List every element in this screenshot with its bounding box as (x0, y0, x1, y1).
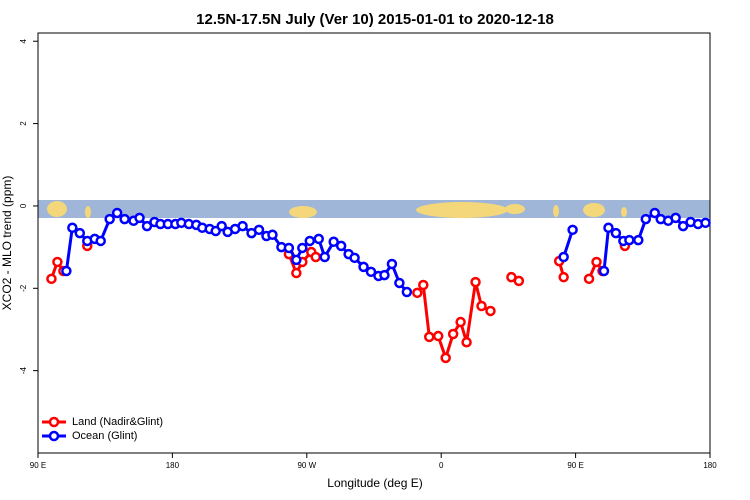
data-point (603, 222, 614, 234)
data-point (624, 234, 635, 246)
data-point (432, 330, 444, 342)
data-point (358, 261, 369, 273)
data-point (67, 222, 78, 234)
data-point (134, 212, 145, 224)
data-point (267, 229, 278, 241)
data-point (567, 224, 578, 236)
data-point (440, 352, 451, 364)
data-point (700, 217, 711, 229)
data-point (610, 227, 622, 239)
data-point (412, 287, 423, 299)
legend-marker (48, 430, 60, 442)
data-point (119, 213, 130, 225)
data-point (513, 275, 525, 287)
y-tick-label: -2 (19, 284, 28, 292)
legend-marker (48, 416, 60, 428)
data-point (304, 235, 316, 247)
data-point (677, 220, 689, 232)
data-point (349, 252, 360, 264)
data-point (253, 224, 265, 236)
data-point (598, 265, 610, 277)
data-point (328, 236, 339, 248)
data-point (237, 220, 248, 232)
x-tick-label: 180 (703, 461, 717, 470)
y-axis-label: XCO2 - MLO trend (ppm) (0, 176, 14, 311)
x-axis-label: Longitude (deg E) (327, 476, 422, 490)
data-point (470, 276, 481, 288)
x-tick-label: 90 W (297, 461, 316, 470)
data-point (365, 266, 377, 278)
data-point (455, 316, 466, 328)
y-tick-label: 4 (19, 38, 28, 43)
chart-title: 12.5N-17.5N July (Ver 10) 2015-01-01 to … (196, 11, 554, 28)
legend-label: Ocean (Glint) (72, 430, 137, 442)
data-point (558, 271, 569, 283)
data-point (283, 242, 295, 254)
data-point (313, 233, 324, 245)
data-point (141, 220, 153, 232)
y-tick-label: -4 (19, 367, 28, 375)
series-line (51, 246, 625, 358)
legend-label: Land (Nadir&Glint) (72, 416, 163, 428)
x-tick-label: 180 (166, 461, 180, 470)
data-point (310, 251, 322, 263)
data-point (476, 300, 487, 312)
data-point (418, 279, 429, 291)
data-point (401, 286, 413, 298)
data-point (461, 336, 472, 348)
data-point (291, 267, 302, 279)
data-point (386, 258, 398, 270)
data-point (95, 235, 106, 247)
data-point (335, 240, 347, 252)
x-tick-label: 0 (439, 461, 444, 470)
data-point (319, 251, 330, 263)
data-point (379, 269, 390, 281)
data-point (297, 242, 308, 254)
land-mask-strip (38, 200, 710, 218)
data-point (591, 256, 602, 268)
data-point (111, 207, 123, 219)
data-point (485, 305, 496, 317)
y-tick-label: 2 (19, 121, 28, 126)
data-point (46, 273, 57, 285)
y-tick-label: 0 (19, 203, 28, 208)
data-point (583, 273, 595, 285)
data-point (640, 213, 652, 225)
x-tick-label: 90 E (567, 461, 583, 470)
data-point (633, 234, 644, 246)
data-point (424, 331, 435, 343)
data-point (216, 220, 227, 232)
x-tick-label: 90 E (30, 461, 46, 470)
data-point (52, 256, 63, 268)
data-point (74, 227, 86, 239)
plot-frame (37, 32, 711, 454)
data-point (670, 212, 681, 224)
data-point (394, 277, 405, 289)
data-point (291, 254, 302, 266)
data-point (61, 265, 72, 277)
data-point (649, 207, 660, 219)
data-point (104, 213, 115, 225)
data-point (447, 328, 459, 340)
data-point (558, 251, 569, 263)
